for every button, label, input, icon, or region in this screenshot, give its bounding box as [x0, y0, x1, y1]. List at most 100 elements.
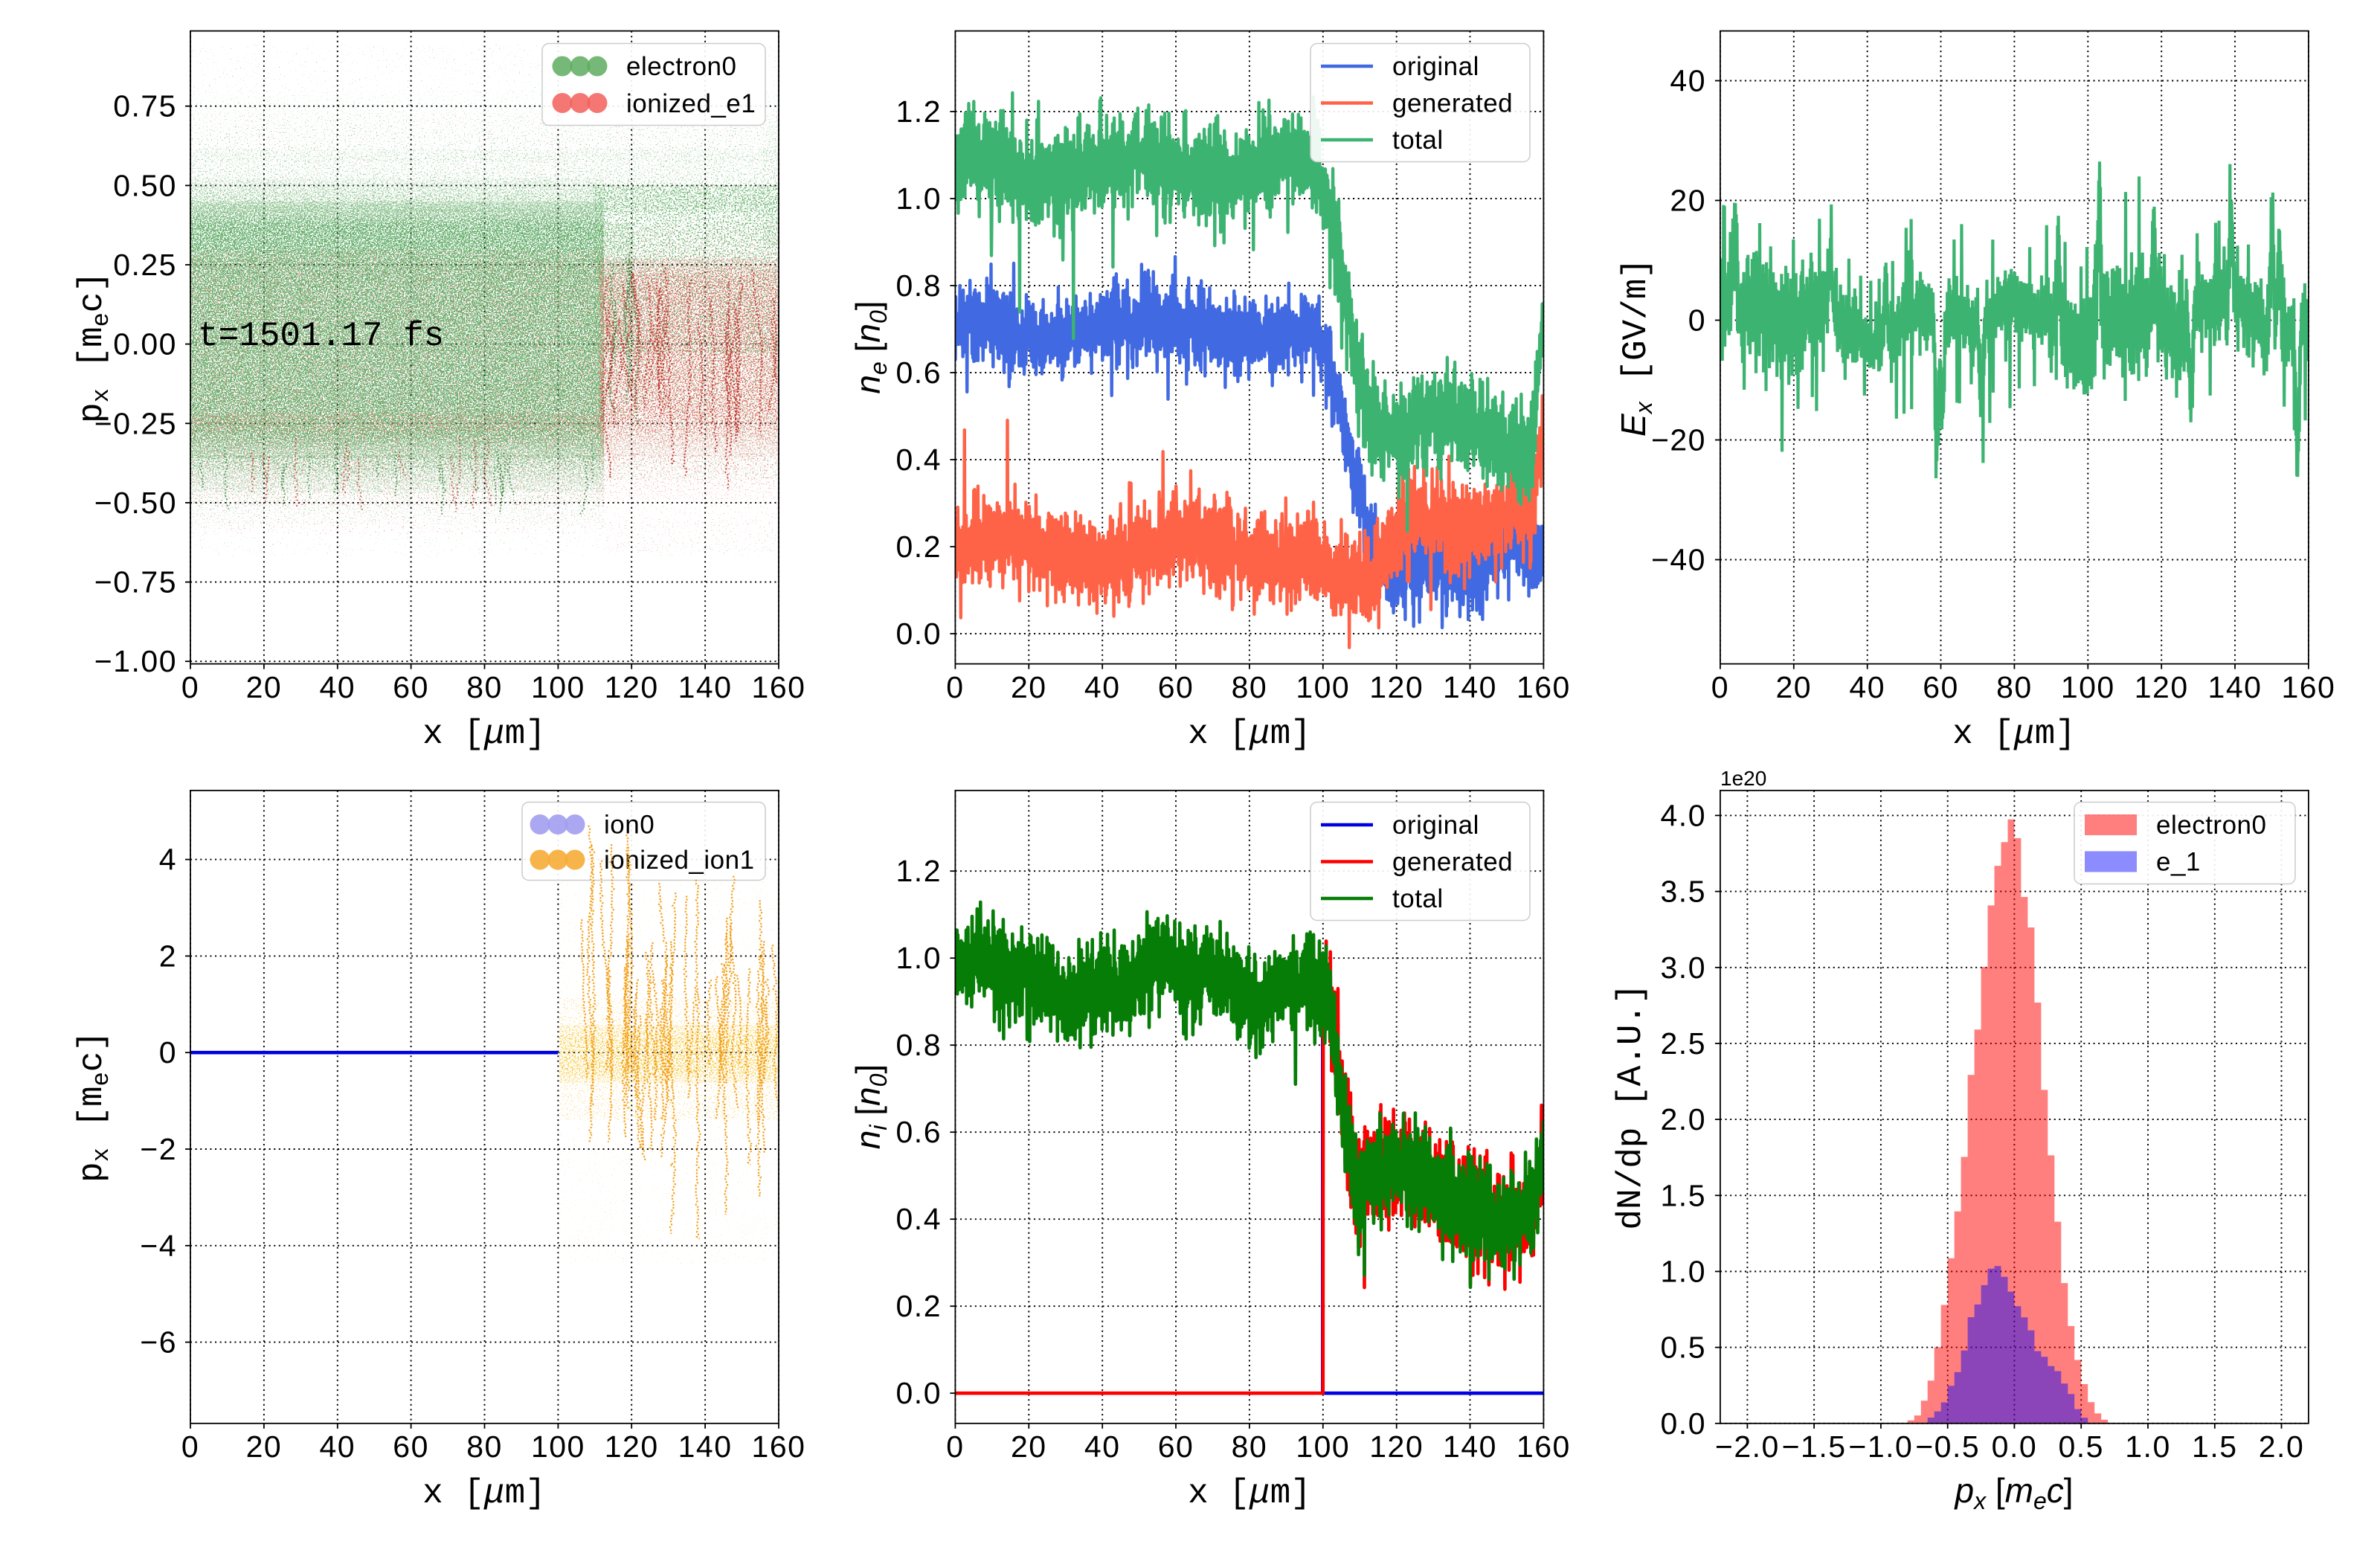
svg-text:160: 160: [752, 1429, 806, 1464]
svg-text:0.50: 0.50: [113, 168, 177, 202]
svg-text:−2.0: −2.0: [1715, 1429, 1780, 1464]
svg-text:4: 4: [159, 843, 177, 877]
svg-text:2.0: 2.0: [2259, 1429, 2305, 1464]
svg-text:dN/dp [A.U.]: dN/dp [A.U.]: [1612, 983, 1650, 1229]
svg-text:60: 60: [1158, 670, 1194, 704]
svg-text:120: 120: [2135, 670, 2189, 704]
svg-text:−1.0: −1.0: [1848, 1429, 1913, 1464]
svg-text:e_1: e_1: [2156, 848, 2201, 877]
svg-text:120: 120: [1369, 1429, 1424, 1464]
svg-text:20: 20: [1670, 184, 1706, 218]
svg-text:20: 20: [1011, 1429, 1047, 1464]
svg-text:−0.5: −0.5: [1915, 1429, 1980, 1464]
svg-text:40: 40: [1084, 1429, 1121, 1464]
svg-text:140: 140: [2208, 670, 2262, 704]
svg-text:2: 2: [159, 939, 177, 973]
svg-text:1.2: 1.2: [896, 94, 942, 129]
svg-text:160: 160: [2281, 670, 2335, 704]
svg-text:1.0: 1.0: [1661, 1255, 1707, 1289]
svg-text:100: 100: [2061, 670, 2115, 704]
svg-text:0: 0: [181, 1429, 199, 1464]
svg-text:0.0: 0.0: [896, 617, 942, 651]
svg-text:−6: −6: [140, 1325, 177, 1360]
svg-text:0.0: 0.0: [1992, 1429, 2038, 1464]
svg-text:0.8: 0.8: [896, 1028, 942, 1062]
svg-text:60: 60: [1158, 1429, 1194, 1464]
svg-text:0.4: 0.4: [896, 443, 942, 477]
svg-text:120: 120: [1369, 670, 1424, 704]
svg-text:generated: generated: [1392, 89, 1513, 118]
svg-text:0.0: 0.0: [896, 1376, 942, 1410]
svg-text:160: 160: [1517, 1429, 1571, 1464]
svg-text:3.5: 3.5: [1661, 875, 1707, 909]
svg-text:100: 100: [1296, 670, 1350, 704]
svg-text:0: 0: [946, 1429, 964, 1464]
svg-text:−0.75: −0.75: [94, 565, 177, 599]
svg-text:120: 120: [605, 1429, 659, 1464]
svg-text:generated: generated: [1392, 848, 1513, 877]
svg-text:60: 60: [1923, 670, 1959, 704]
svg-text:20: 20: [1775, 670, 1812, 704]
svg-text:140: 140: [1443, 670, 1497, 704]
svg-text:x [μm]: x [μm]: [1188, 715, 1311, 753]
svg-text:0.8: 0.8: [896, 268, 942, 303]
svg-text:60: 60: [393, 1429, 429, 1464]
svg-text:total: total: [1392, 884, 1444, 913]
svg-text:40: 40: [319, 1429, 356, 1464]
svg-text:−20: −20: [1651, 423, 1706, 457]
svg-text:px [mec]: px [mec]: [73, 271, 115, 423]
svg-text:1.0: 1.0: [2125, 1429, 2171, 1464]
svg-text:px [mec]: px [mec]: [1953, 1471, 2073, 1514]
svg-text:140: 140: [678, 1429, 733, 1464]
svg-text:1.0: 1.0: [896, 941, 942, 975]
svg-text:0: 0: [946, 670, 964, 704]
svg-text:80: 80: [1996, 670, 2033, 704]
svg-text:0.00: 0.00: [113, 327, 177, 361]
svg-text:0.6: 0.6: [896, 1115, 942, 1149]
svg-text:0.2: 0.2: [896, 530, 942, 564]
svg-text:1.2: 1.2: [896, 854, 942, 888]
svg-text:100: 100: [1296, 1429, 1350, 1464]
svg-text:160: 160: [1517, 670, 1571, 704]
svg-text:ion0: ion0: [604, 811, 654, 840]
svg-text:0.4: 0.4: [896, 1202, 942, 1236]
svg-text:−0.25: −0.25: [94, 406, 177, 440]
svg-text:x [μm]: x [μm]: [1188, 1474, 1311, 1513]
svg-text:100: 100: [531, 1429, 585, 1464]
svg-text:160: 160: [752, 670, 806, 704]
svg-text:1.5: 1.5: [2192, 1429, 2238, 1464]
svg-text:−4: −4: [140, 1229, 177, 1263]
svg-text:40: 40: [319, 670, 356, 704]
svg-text:0.5: 0.5: [2058, 1429, 2104, 1464]
svg-text:60: 60: [393, 670, 429, 704]
svg-text:20: 20: [246, 670, 283, 704]
svg-text:electron0: electron0: [2156, 811, 2266, 840]
svg-text:3.0: 3.0: [1661, 951, 1707, 985]
svg-text:40: 40: [1670, 64, 1706, 98]
svg-text:140: 140: [678, 670, 733, 704]
svg-text:x [μm]: x [μm]: [422, 715, 546, 753]
svg-text:total: total: [1392, 126, 1444, 155]
svg-text:1e20: 1e20: [1720, 767, 1766, 790]
svg-text:−2: −2: [140, 1132, 177, 1166]
svg-text:4.0: 4.0: [1661, 798, 1707, 832]
svg-text:0: 0: [181, 670, 199, 704]
svg-text:original: original: [1392, 811, 1479, 840]
svg-text:0.6: 0.6: [896, 356, 942, 390]
svg-text:140: 140: [1443, 1429, 1497, 1464]
svg-text:1.0: 1.0: [896, 181, 942, 216]
svg-text:40: 40: [1849, 670, 1885, 704]
svg-text:0.75: 0.75: [113, 89, 177, 123]
svg-text:Ex [GV/m]: Ex [GV/m]: [1614, 258, 1657, 437]
svg-text:t=1501.17 fs: t=1501.17 fs: [198, 317, 444, 356]
svg-text:80: 80: [1232, 1429, 1268, 1464]
svg-text:40: 40: [1084, 670, 1121, 704]
svg-text:120: 120: [605, 670, 659, 704]
svg-text:0.25: 0.25: [113, 248, 177, 282]
svg-text:−0.50: −0.50: [94, 486, 177, 520]
svg-text:2.5: 2.5: [1661, 1026, 1707, 1061]
svg-text:80: 80: [466, 670, 503, 704]
svg-text:−40: −40: [1651, 543, 1706, 577]
svg-text:x [μm]: x [μm]: [422, 1474, 546, 1513]
svg-text:0.0: 0.0: [1661, 1406, 1707, 1441]
